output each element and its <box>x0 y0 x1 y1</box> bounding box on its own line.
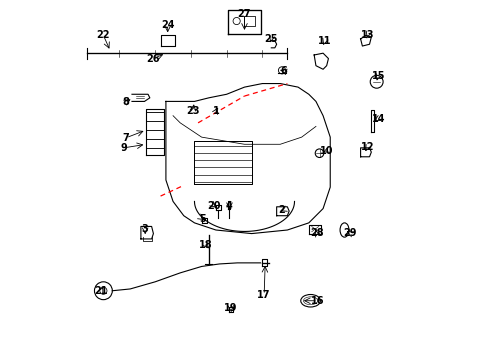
Text: 8: 8 <box>122 97 129 107</box>
Text: 19: 19 <box>224 303 237 313</box>
Text: 3: 3 <box>142 224 148 234</box>
Text: 17: 17 <box>257 290 270 300</box>
Text: 18: 18 <box>199 240 212 250</box>
Text: 16: 16 <box>310 296 324 306</box>
Text: 28: 28 <box>309 228 323 238</box>
Text: 7: 7 <box>122 133 129 143</box>
Text: 21: 21 <box>94 287 107 296</box>
Text: 6: 6 <box>280 66 286 76</box>
Text: 24: 24 <box>161 19 174 30</box>
Text: 29: 29 <box>343 228 356 238</box>
Text: 27: 27 <box>237 9 251 19</box>
Text: 1: 1 <box>212 107 219 116</box>
Text: 14: 14 <box>371 113 385 123</box>
Text: 9: 9 <box>120 143 127 153</box>
Text: 26: 26 <box>146 54 160 64</box>
Text: 13: 13 <box>360 30 374 40</box>
Text: 25: 25 <box>264 34 278 44</box>
Text: 11: 11 <box>318 36 331 46</box>
Text: 10: 10 <box>319 146 333 156</box>
Text: 20: 20 <box>207 201 221 211</box>
Text: 4: 4 <box>225 201 232 211</box>
Text: 2: 2 <box>278 205 285 215</box>
Text: 22: 22 <box>97 30 110 40</box>
Text: 5: 5 <box>199 213 205 224</box>
Text: 12: 12 <box>360 142 374 152</box>
Text: 23: 23 <box>185 107 199 116</box>
Text: 15: 15 <box>371 71 385 81</box>
